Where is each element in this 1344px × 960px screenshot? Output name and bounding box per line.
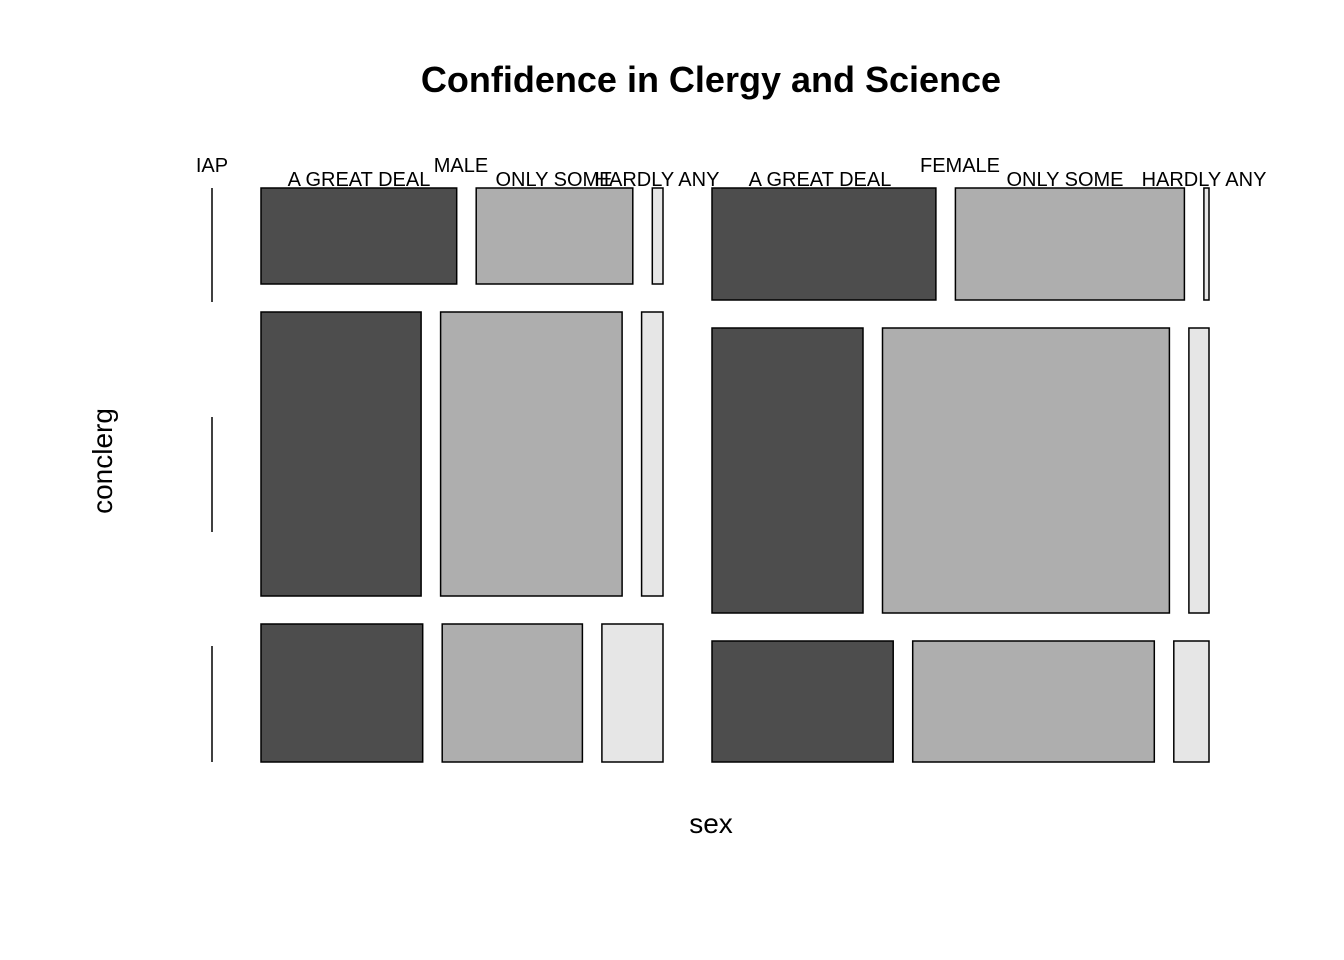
mosaic-cell-male-row2-only-some — [439, 311, 623, 597]
male-level-label-great-deal: A GREAT DEAL — [288, 169, 431, 191]
female-level-label-hardly-any: HARDLY ANY — [1142, 169, 1267, 191]
mosaic-cell-male-row3-a-great-deal — [260, 623, 424, 763]
mosaic-cell-male-row3-only-some — [441, 623, 584, 763]
male-level-label-only-some: ONLY SOME — [495, 169, 612, 191]
mosaic-cell-male-row3-hardly-any — [601, 623, 664, 763]
mosaic-cell-female-row2-only-some — [881, 327, 1171, 614]
mosaic-cell-female-row3-a-great-deal — [711, 640, 894, 763]
mosaic-cell-female-row1-only-some — [954, 187, 1186, 301]
mosaic-cell-female-row1-hardly-any — [1203, 187, 1210, 301]
x-level-label-female: FEMALE — [920, 155, 1000, 177]
x-axis-label: sex — [689, 808, 733, 839]
mosaic-cell-male-row2-a-great-deal — [260, 311, 422, 597]
y-axis-label: conclerg — [87, 408, 118, 514]
female-level-label-only-some: ONLY SOME — [1006, 169, 1123, 191]
mosaic-cell-female-row2-a-great-deal — [711, 327, 864, 614]
mosaic-cell-female-row1-a-great-deal — [711, 187, 937, 301]
mosaic-cell-female-row3-hardly-any — [1173, 640, 1210, 763]
mosaic-cells — [260, 187, 1210, 763]
x-level-label-male: MALE — [434, 155, 488, 177]
mosaic-cell-male-row1-only-some — [475, 187, 634, 285]
mosaic-cell-male-row1-hardly-any — [651, 187, 664, 285]
x-level-label-iap: IAP — [196, 155, 228, 177]
chart-title: Confidence in Clergy and Science — [421, 59, 1001, 100]
mosaic-cell-male-row2-hardly-any — [640, 311, 664, 597]
mosaic-cell-female-row3-only-some — [911, 640, 1156, 763]
male-level-label-hardly-any: HARDLY ANY — [595, 169, 720, 191]
female-level-label-great-deal: A GREAT DEAL — [749, 169, 892, 191]
mosaic-cell-male-row1-a-great-deal — [260, 187, 458, 285]
mosaic-cell-female-row2-hardly-any — [1188, 327, 1210, 614]
